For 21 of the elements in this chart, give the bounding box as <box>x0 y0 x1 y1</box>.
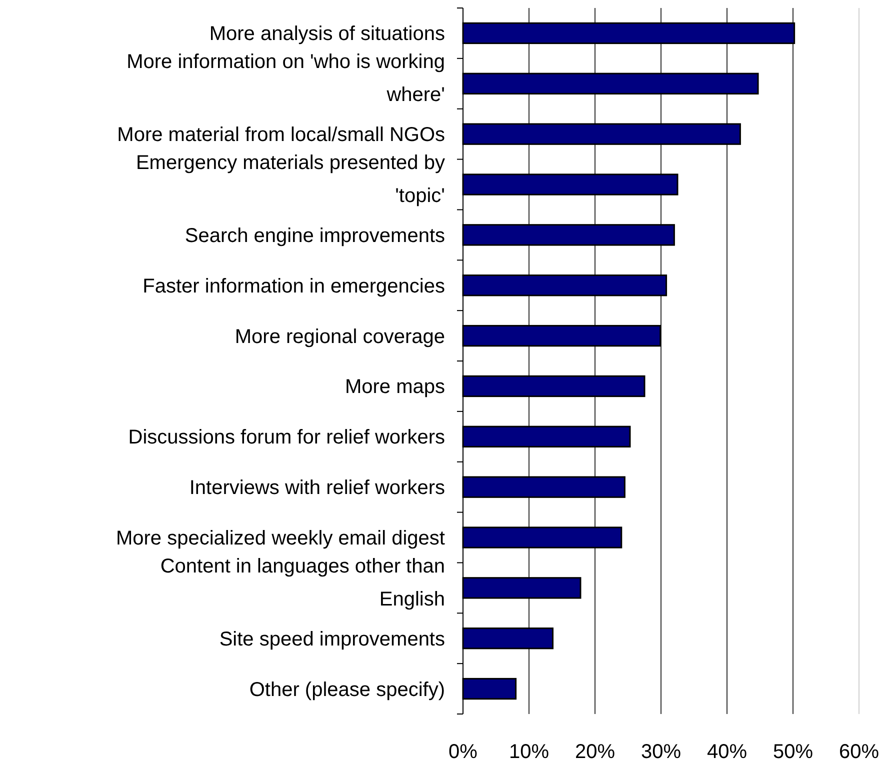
x-tick-label: 10% <box>508 741 550 763</box>
y-tick-label: Site speed improvements <box>219 628 445 650</box>
y-tick-label: Other (please specify) <box>249 678 445 701</box>
x-tick-label: 60% <box>838 741 880 763</box>
y-tick-label: Faster information in emergencies <box>142 275 445 298</box>
y-tick-label: Interviews with relief workers <box>189 477 445 500</box>
y-tick-label: More analysis of situations <box>209 23 445 46</box>
x-tick-label: 50% <box>772 741 814 763</box>
x-tick-label: 0% <box>448 741 478 763</box>
y-tick-label: More material from local/small NGOs <box>117 124 445 146</box>
y-tick-label: More regional coverage <box>234 326 445 348</box>
y-tick-label: More specialized weekly email digest <box>116 528 446 550</box>
y-tick-label: More information on 'who is working where' <box>126 51 445 106</box>
y-tick-label: Search engine improvements <box>184 224 445 247</box>
y-tick-label: Content in languages other than English <box>160 555 445 610</box>
y-tick-label: Discussions forum for relief workers <box>128 426 445 449</box>
y-tick-label: More maps <box>344 376 445 398</box>
x-tick-label: 30% <box>640 741 682 763</box>
x-tick-label: 20% <box>574 741 616 763</box>
y-tick-label: Emergency materials presented by 'topic' <box>136 152 445 207</box>
x-tick-label: 40% <box>706 741 748 763</box>
